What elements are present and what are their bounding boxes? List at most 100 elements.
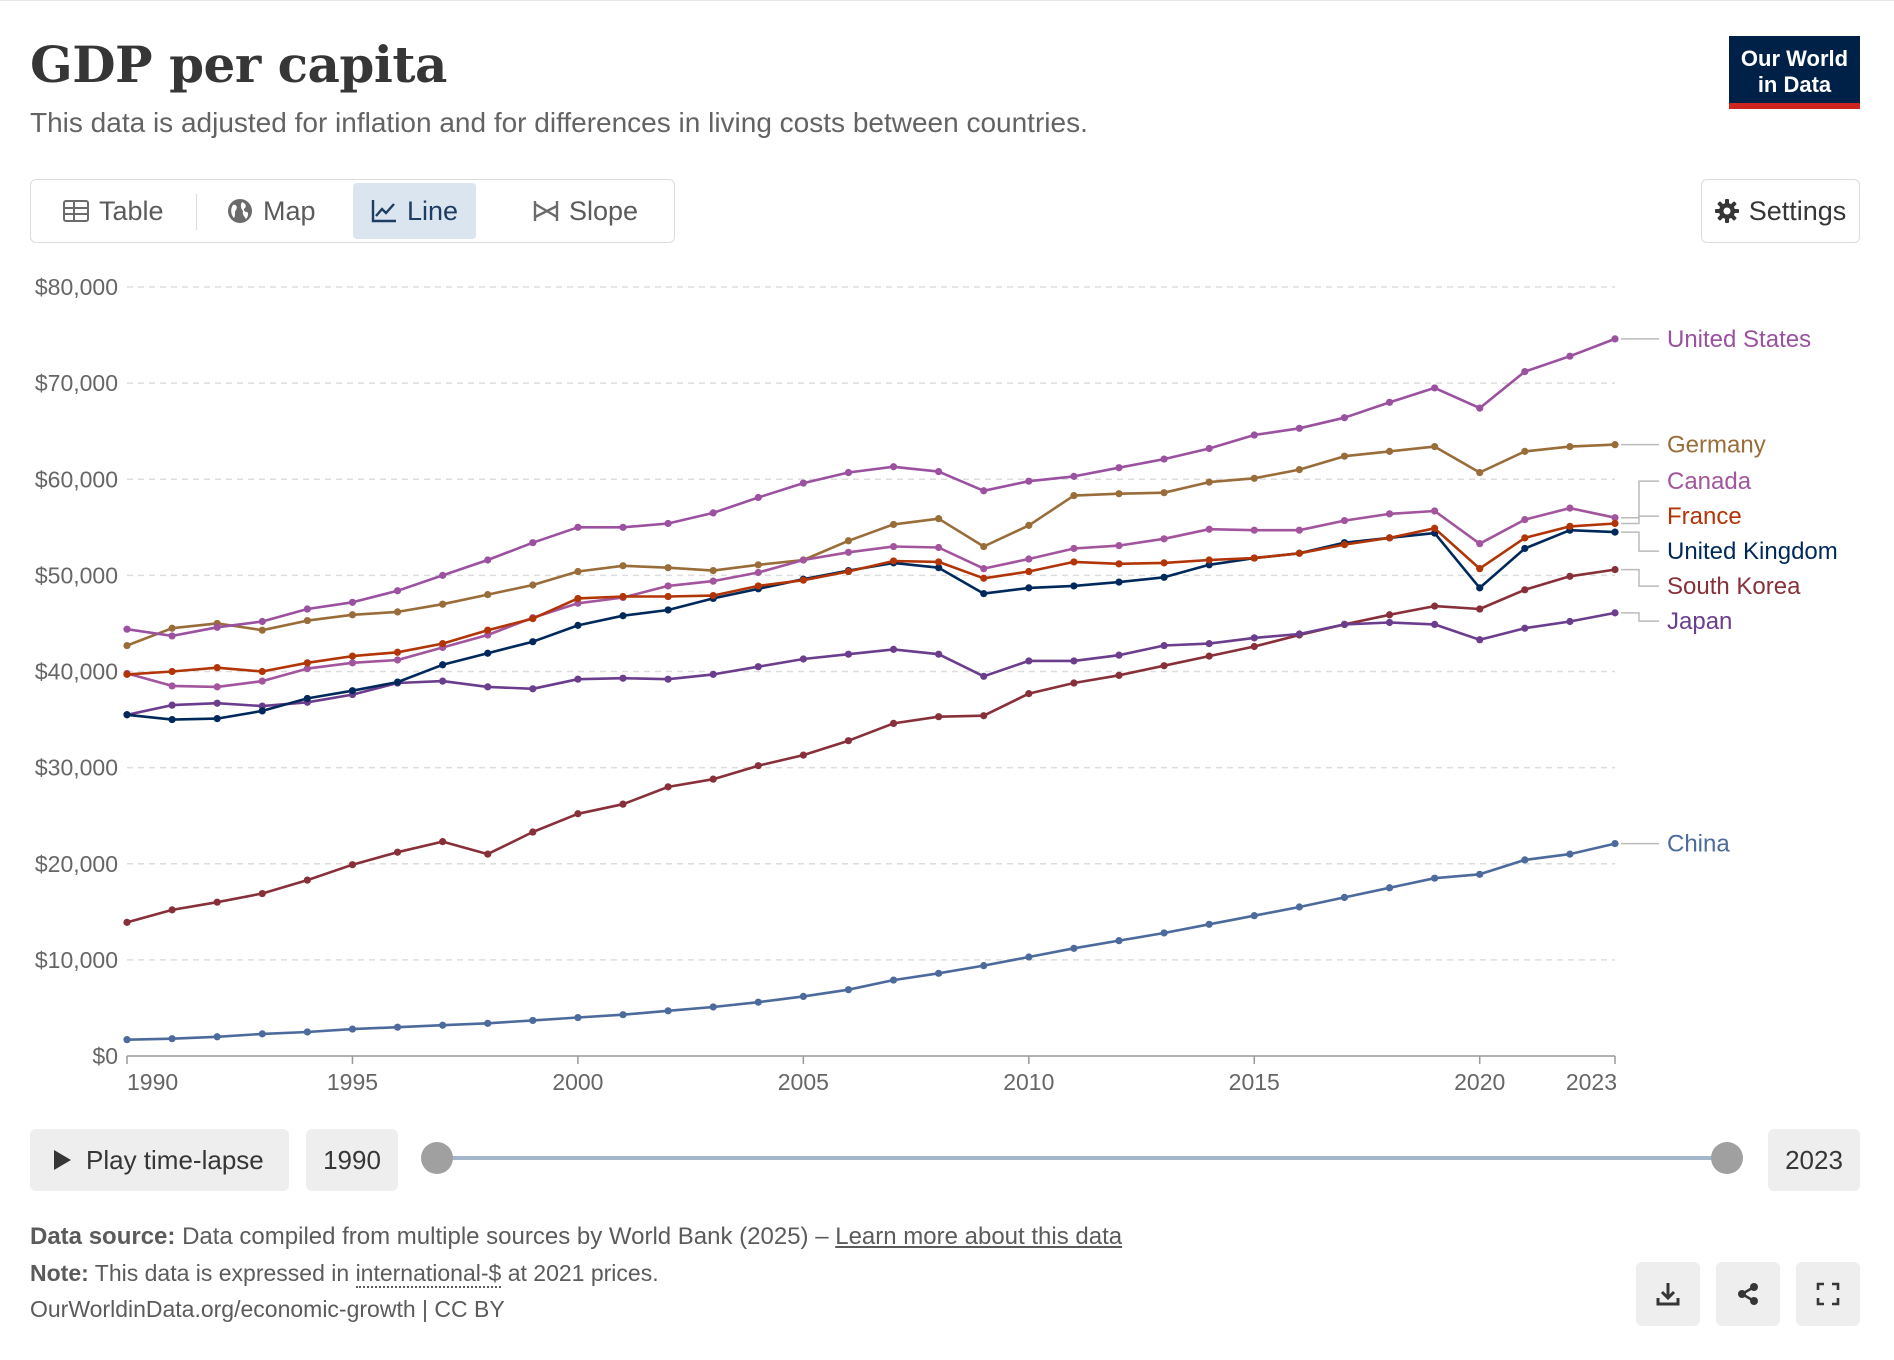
point-united-states[interactable]	[1070, 472, 1078, 480]
point-germany[interactable]	[574, 567, 582, 576]
point-united-states[interactable]	[213, 623, 221, 631]
point-germany[interactable]	[1566, 442, 1574, 451]
point-canada[interactable]	[709, 577, 717, 585]
point-united-states[interactable]	[844, 468, 853, 477]
point-japan[interactable]	[1340, 620, 1349, 628]
point-germany[interactable]	[664, 564, 672, 572]
point-china[interactable]	[935, 969, 943, 977]
series-label-japan[interactable]: Japan	[1667, 608, 1732, 635]
point-united-states[interactable]	[303, 605, 311, 613]
point-china[interactable]	[439, 1021, 447, 1029]
point-china[interactable]	[303, 1028, 311, 1036]
point-china[interactable]	[1025, 953, 1033, 961]
point-japan[interactable]	[1160, 641, 1168, 650]
point-japan[interactable]	[1205, 640, 1213, 648]
point-france[interactable]	[799, 576, 807, 584]
point-japan[interactable]	[799, 655, 807, 663]
point-japan[interactable]	[574, 675, 582, 683]
point-united-states[interactable]	[1295, 424, 1303, 432]
point-united-kingdom[interactable]	[1115, 578, 1123, 586]
point-japan[interactable]	[1611, 609, 1619, 617]
point-france[interactable]	[303, 659, 311, 667]
point-south-korea[interactable]	[664, 783, 672, 791]
point-south-korea[interactable]	[393, 848, 402, 856]
point-canada[interactable]	[1160, 535, 1168, 543]
point-canada[interactable]	[1250, 526, 1258, 534]
point-south-korea[interactable]	[529, 828, 537, 836]
point-united-states[interactable]	[1250, 431, 1258, 439]
point-united-states[interactable]	[754, 493, 762, 502]
point-south-korea[interactable]	[213, 898, 221, 906]
point-united-states[interactable]	[258, 617, 266, 626]
point-united-kingdom[interactable]	[1611, 528, 1619, 536]
point-japan[interactable]	[844, 650, 853, 658]
point-france[interactable]	[1566, 522, 1574, 530]
point-china[interactable]	[709, 1003, 717, 1011]
point-south-korea[interactable]	[1025, 690, 1033, 698]
point-germany[interactable]	[1521, 447, 1529, 455]
point-canada[interactable]	[1611, 514, 1619, 522]
point-germany[interactable]	[529, 581, 537, 589]
line-south-korea[interactable]	[126, 568, 1616, 924]
point-united-states[interactable]	[1431, 384, 1439, 392]
point-united-kingdom[interactable]	[1025, 584, 1033, 592]
point-canada[interactable]	[393, 656, 402, 664]
point-germany[interactable]	[754, 561, 762, 569]
point-china[interactable]	[799, 992, 807, 1001]
point-japan[interactable]	[213, 699, 221, 707]
point-germany[interactable]	[439, 600, 447, 608]
point-china[interactable]	[619, 1011, 627, 1019]
point-united-states[interactable]	[1385, 398, 1394, 406]
point-south-korea[interactable]	[754, 762, 762, 770]
point-united-states[interactable]	[574, 523, 582, 531]
point-japan[interactable]	[168, 701, 176, 709]
point-germany[interactable]	[484, 591, 492, 599]
series-united-states[interactable]	[123, 335, 1619, 640]
line-germany[interactable]	[126, 443, 1616, 647]
point-united-kingdom[interactable]	[574, 621, 582, 629]
point-china[interactable]	[1476, 870, 1484, 878]
point-south-korea[interactable]	[1566, 572, 1574, 580]
end-year-box[interactable]: 2023	[1768, 1129, 1860, 1191]
point-china[interactable]	[889, 976, 898, 984]
point-japan[interactable]	[439, 677, 447, 685]
point-france[interactable]	[1295, 549, 1303, 557]
point-japan[interactable]	[889, 645, 898, 653]
point-united-states[interactable]	[439, 571, 447, 579]
point-france[interactable]	[1431, 524, 1439, 532]
point-france[interactable]	[1070, 558, 1078, 566]
point-germany[interactable]	[1115, 490, 1123, 498]
point-france[interactable]	[709, 591, 717, 600]
point-germany[interactable]	[1431, 442, 1439, 451]
point-japan[interactable]	[1250, 634, 1258, 642]
point-canada[interactable]	[1295, 526, 1303, 534]
point-france[interactable]	[1250, 554, 1258, 562]
point-france[interactable]	[1611, 519, 1619, 528]
point-japan[interactable]	[1115, 651, 1123, 659]
point-south-korea[interactable]	[1250, 642, 1258, 651]
point-united-states[interactable]	[1340, 414, 1349, 422]
point-south-korea[interactable]	[123, 918, 131, 926]
point-china[interactable]	[1521, 856, 1529, 864]
point-united-states[interactable]	[1521, 367, 1529, 376]
point-france[interactable]	[935, 558, 943, 566]
point-germany[interactable]	[1025, 521, 1033, 529]
point-china[interactable]	[393, 1023, 402, 1031]
series-label-united-kingdom[interactable]: United Kingdom	[1667, 538, 1838, 565]
point-south-korea[interactable]	[980, 712, 988, 720]
point-south-korea[interactable]	[1385, 611, 1394, 619]
point-germany[interactable]	[619, 562, 627, 570]
point-china[interactable]	[574, 1013, 582, 1022]
share-button[interactable]	[1716, 1262, 1780, 1326]
point-canada[interactable]	[980, 565, 988, 573]
point-japan[interactable]	[754, 663, 762, 671]
point-france[interactable]	[348, 652, 357, 660]
point-canada[interactable]	[213, 683, 221, 691]
point-france[interactable]	[754, 582, 762, 590]
point-china[interactable]	[1115, 937, 1123, 945]
point-canada[interactable]	[258, 677, 266, 685]
line-france[interactable]	[126, 522, 1616, 676]
source-url[interactable]: OurWorldinData.org/economic-growth | CC …	[30, 1296, 505, 1322]
series-label-china[interactable]: China	[1667, 831, 1730, 858]
owid-logo[interactable]: Our World in Data	[1729, 36, 1860, 109]
